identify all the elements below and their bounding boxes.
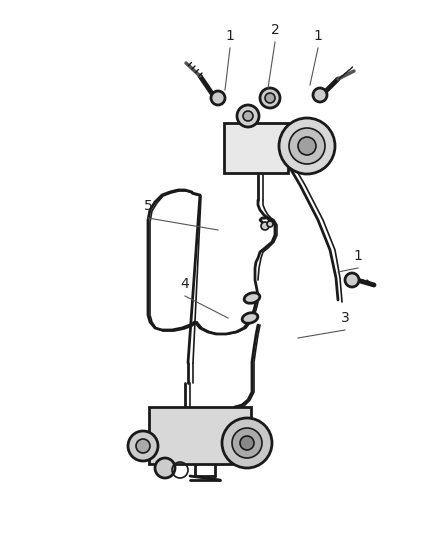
- Circle shape: [344, 273, 358, 287]
- Text: 1: 1: [225, 29, 234, 43]
- FancyBboxPatch shape: [148, 407, 251, 464]
- Text: 1: 1: [313, 29, 321, 43]
- Text: 5: 5: [143, 199, 152, 213]
- Circle shape: [128, 431, 158, 461]
- Ellipse shape: [242, 313, 257, 323]
- Circle shape: [312, 88, 326, 102]
- Circle shape: [155, 458, 175, 478]
- Circle shape: [237, 105, 258, 127]
- Circle shape: [266, 221, 272, 227]
- Circle shape: [297, 137, 315, 155]
- Circle shape: [136, 439, 150, 453]
- Circle shape: [261, 222, 268, 230]
- Circle shape: [243, 111, 252, 121]
- Circle shape: [288, 128, 324, 164]
- Circle shape: [265, 93, 274, 103]
- Circle shape: [279, 118, 334, 174]
- Circle shape: [231, 428, 261, 458]
- FancyBboxPatch shape: [223, 123, 287, 173]
- Text: 2: 2: [270, 23, 279, 37]
- Text: 1: 1: [353, 249, 362, 263]
- Ellipse shape: [244, 293, 259, 303]
- Circle shape: [222, 418, 272, 468]
- Text: 4: 4: [180, 277, 189, 291]
- Circle shape: [240, 436, 254, 450]
- Circle shape: [211, 91, 225, 105]
- Text: 3: 3: [340, 311, 349, 325]
- Circle shape: [259, 88, 279, 108]
